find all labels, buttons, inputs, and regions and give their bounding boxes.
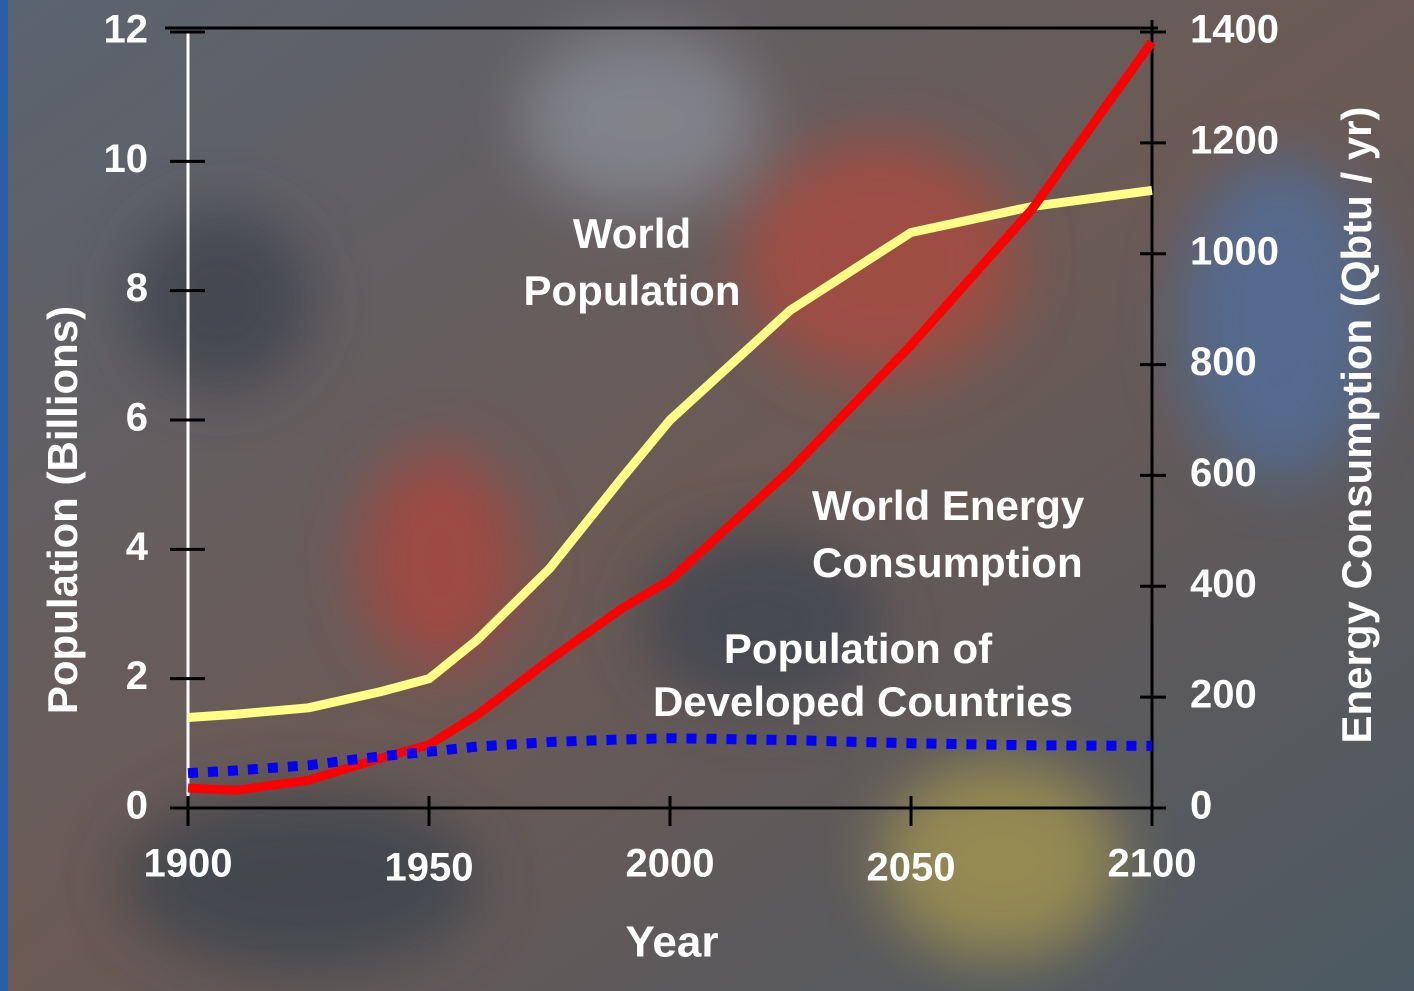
y-axis-label: Population (Billions)	[39, 306, 86, 714]
series-line	[187, 185, 1153, 722]
annotation: World	[573, 210, 691, 257]
x-tick-label: 2000	[626, 842, 715, 886]
annotation: Consumption	[812, 539, 1083, 586]
series-line	[187, 733, 1153, 779]
y2-tick-label: 1400	[1190, 8, 1279, 52]
background-photo	[120, 30, 1380, 970]
y-tick-label: 8	[126, 266, 148, 310]
x-tick-label: 1900	[144, 842, 233, 886]
annotation: Population of	[724, 625, 993, 672]
y-tick-label: 6	[126, 396, 148, 440]
y-tick-label: 2	[126, 654, 148, 698]
series-line	[187, 39, 1156, 795]
y2-axis-label: Energy Consumption (Qbtu / yr)	[1333, 107, 1380, 744]
y-tick-label: 12	[104, 8, 149, 52]
annotation: Developed Countries	[653, 678, 1073, 725]
y-tick-label: 0	[126, 784, 148, 828]
left-edge	[0, 0, 8, 991]
y2-tick-label: 1000	[1190, 229, 1279, 273]
y-tick-label: 4	[126, 525, 149, 569]
annotation: Population	[524, 267, 741, 314]
annotation: World Energy	[812, 482, 1085, 529]
y2-tick-label: 600	[1190, 451, 1257, 495]
x-axis-label: Year	[626, 918, 719, 967]
y-tick-label: 10	[104, 137, 149, 181]
y2-tick-label: 200	[1190, 673, 1257, 717]
x-tick-label: 1950	[385, 846, 474, 890]
y2-tick-label: 0	[1190, 784, 1212, 828]
y2-tick-label: 400	[1190, 562, 1257, 606]
x-tick-label: 2050	[867, 846, 956, 890]
x-tick-label: 2100	[1108, 842, 1197, 886]
plot-area: 0 2 4 6 8 10 12 0 200 400 600 800 1000 1200 1400 1900 19…	[104, 8, 1279, 890]
y2-tick-label: 1200	[1190, 118, 1279, 162]
y2-tick-label: 800	[1190, 340, 1257, 384]
